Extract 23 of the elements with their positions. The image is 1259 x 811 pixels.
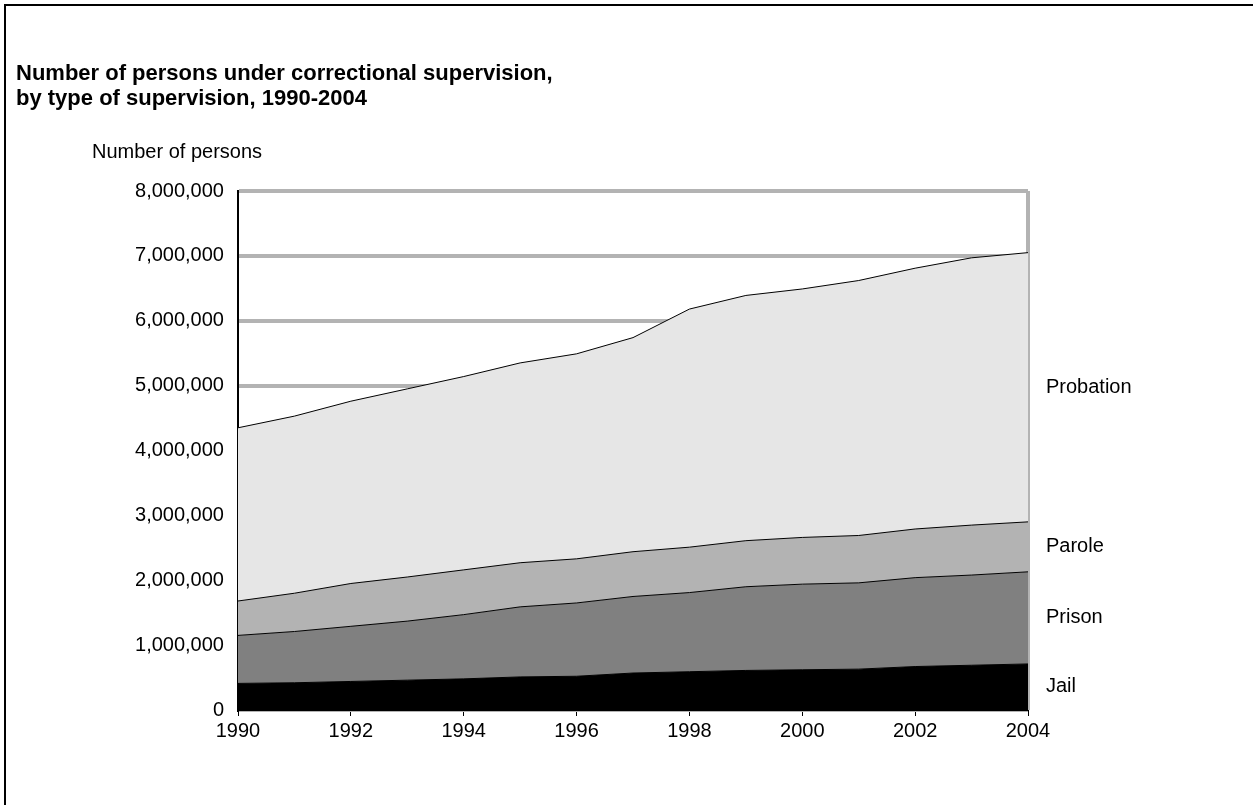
x-tick-label: 1992 <box>328 718 374 741</box>
series-label: Prison <box>1046 605 1103 628</box>
y-axis-title: Number of persons <box>92 140 263 163</box>
x-tick-label: 2000 <box>780 718 825 741</box>
x-tick-label: 2004 <box>1005 718 1051 741</box>
y-tick-label: 6,000,000 <box>135 308 224 331</box>
x-tick-label: 1996 <box>554 718 599 741</box>
y-tick-label: 0 <box>212 697 224 720</box>
y-tick-label: 4,000,000 <box>135 438 224 461</box>
y-tick-label: 2,000,000 <box>135 567 224 590</box>
x-tick-label: 2002 <box>892 718 938 741</box>
y-tick-label: 1,000,000 <box>135 632 224 655</box>
series-label: Jail <box>1046 674 1077 697</box>
x-tick-label: 1990 <box>215 718 261 741</box>
y-tick-label: 5,000,000 <box>135 373 224 396</box>
y-tick-label: 8,000,000 <box>135 178 224 201</box>
series-label: Probation <box>1046 374 1132 397</box>
y-tick-label: 3,000,000 <box>135 502 224 525</box>
x-tick-label: 1998 <box>667 718 712 741</box>
series-label: Parole <box>1046 534 1104 557</box>
chart-title: Number of persons under correctional supervision, by type of supervision, 1990-2004 <box>16 60 554 110</box>
y-tick-label: 7,000,000 <box>135 243 224 266</box>
x-tick-label: 1994 <box>441 718 486 741</box>
